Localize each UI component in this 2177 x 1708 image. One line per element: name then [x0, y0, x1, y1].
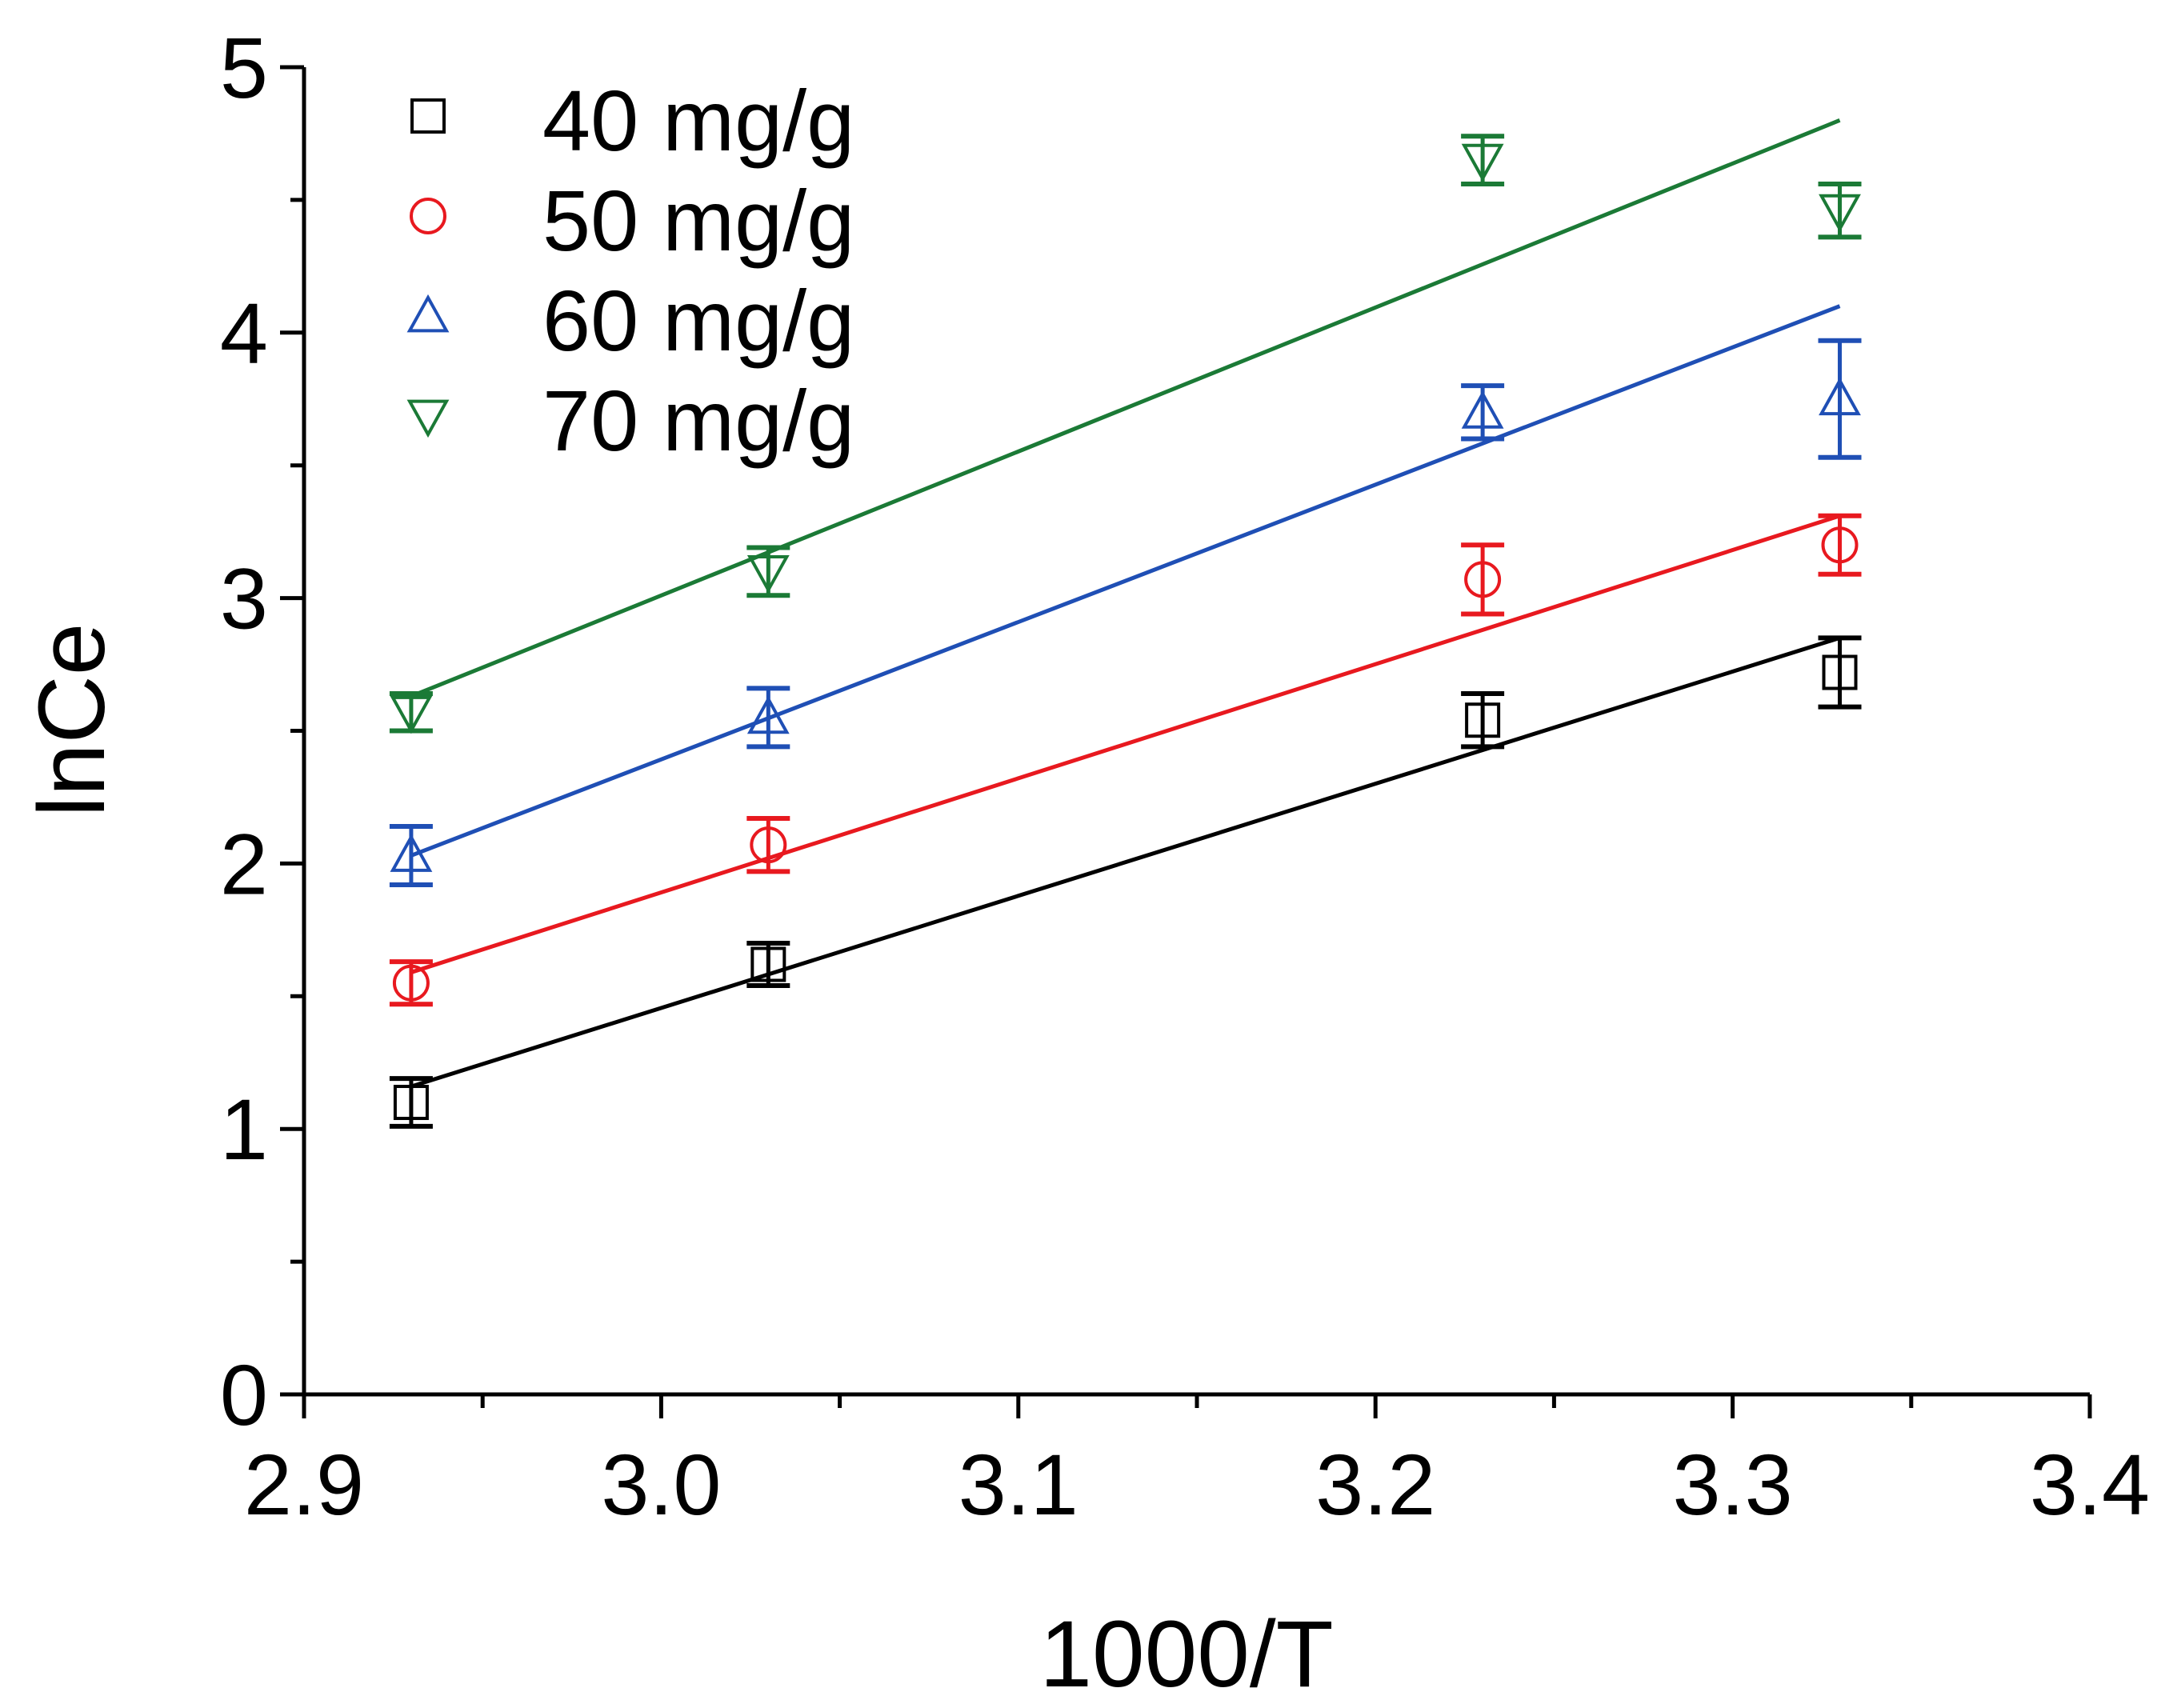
x-tick-label: 3.0	[601, 1436, 721, 1533]
legend-label: 70 mg/g	[542, 372, 854, 469]
data-point-40-mg-g	[1822, 654, 1858, 690]
data-point-50-mg-g	[1821, 526, 1859, 564]
x-axis-label: 1000/T	[1039, 1602, 1333, 1707]
data-point-60-mg-g	[390, 834, 433, 872]
legend-item-50-mg-g: 50 mg/g	[410, 172, 854, 269]
y-tick-label: 0	[220, 1346, 268, 1443]
fit-line-70-mg-g	[410, 118, 1841, 698]
axes: 2.9 3.0 3.1 3.2 3.3 3.4 0 1 2 3 4 5	[220, 19, 2150, 1533]
data-point-70-mg-g	[746, 555, 790, 594]
x-tick-label: 3.3	[1673, 1436, 1793, 1533]
error-bar-40-mg-g	[1818, 635, 1862, 710]
legend-marker	[406, 294, 450, 333]
y-axis-label: lnCe	[19, 623, 125, 818]
error-bar-50-mg-g	[389, 959, 433, 1007]
fit-lines	[410, 118, 1841, 1089]
data-point-40-mg-g	[1465, 702, 1501, 738]
data-point-50-mg-g	[392, 964, 430, 1002]
legend-label: 60 mg/g	[542, 272, 854, 369]
x-tick-label: 3.1	[958, 1436, 1078, 1533]
data-point-60-mg-g	[746, 695, 790, 734]
error-bar-60-mg-g	[1818, 338, 1862, 460]
legend-item-40-mg-g: 40 mg/g	[410, 72, 854, 169]
legend-marker	[410, 198, 446, 234]
data-point-70-mg-g	[1819, 194, 1861, 233]
x-tick-label: 3.2	[1315, 1436, 1435, 1533]
data-point-40-mg-g	[750, 946, 786, 982]
legend: 40 mg/g50 mg/g60 mg/g70 mg/g	[406, 72, 854, 469]
error-bar-50-mg-g	[1818, 513, 1862, 577]
data-point-40-mg-g	[393, 1085, 429, 1121]
error-bars	[389, 134, 1862, 1129]
x-tick-label: 2.9	[244, 1436, 364, 1533]
y-tick-label: 2	[220, 815, 268, 912]
fit-line-50-mg-g	[410, 514, 1841, 974]
error-bar-50-mg-g	[1461, 542, 1505, 617]
x-tick-label: 3.4	[2030, 1436, 2150, 1533]
error-bar-40-mg-g	[1461, 691, 1505, 750]
data-point-70-mg-g	[1461, 143, 1504, 182]
data-point-60-mg-g	[1461, 390, 1504, 429]
legend-marker	[406, 399, 450, 438]
data-points	[390, 143, 1861, 1121]
legend-item-60-mg-g: 60 mg/g	[406, 272, 854, 369]
legend-label: 40 mg/g	[542, 72, 854, 169]
legend-marker	[410, 98, 446, 134]
data-point-50-mg-g	[750, 826, 787, 864]
y-tick-label: 4	[220, 285, 268, 382]
fit-line-40-mg-g	[410, 635, 1841, 1089]
y-tick-label: 1	[220, 1081, 268, 1178]
error-bar-40-mg-g	[746, 940, 790, 989]
legend-label: 50 mg/g	[542, 172, 854, 269]
data-point-60-mg-g	[1819, 377, 1861, 416]
error-bar-70-mg-g	[389, 691, 433, 734]
y-tick-label: 5	[220, 19, 268, 116]
fit-line-60-mg-g	[410, 304, 1841, 858]
y-tick-label: 3	[220, 550, 268, 647]
data-point-50-mg-g	[1464, 561, 1502, 598]
legend-item-70-mg-g: 70 mg/g	[406, 372, 854, 469]
data-point-70-mg-g	[390, 695, 433, 734]
